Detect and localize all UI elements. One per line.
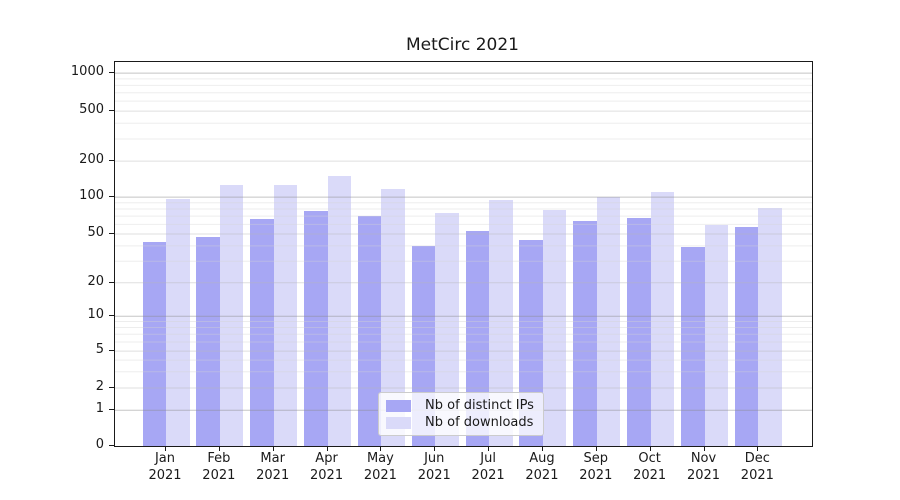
- legend-row-distinct-ips: Nb of distinct IPs: [386, 398, 536, 413]
- bar-dec-distinct-ips: [734, 227, 759, 446]
- x-tick-mark-sep: [595, 446, 597, 451]
- legend: Nb of distinct IPs Nb of downloads: [378, 392, 544, 436]
- bar-mar-downloads: [273, 185, 298, 446]
- x-tick-mark-nov: [703, 446, 705, 451]
- y-tick-label-500: 500: [79, 102, 104, 118]
- x-tick-mark-jan: [165, 446, 166, 451]
- y-tick-mark-50: [109, 233, 114, 235]
- x-tick-label-dec: Dec 2021: [740, 451, 774, 483]
- x-tick-label-mar: Mar 2021: [256, 451, 290, 483]
- bar-aug-downloads: [542, 209, 567, 446]
- bar-may-distinct-ips: [357, 216, 382, 446]
- y-tick-mark-1: [109, 409, 114, 411]
- bar-feb-distinct-ips: [196, 237, 220, 446]
- x-tick-label-jul: Jul 2021: [471, 451, 505, 483]
- legend-row-downloads: Nb of downloads: [386, 415, 536, 430]
- y-tick-mark-100: [109, 196, 114, 198]
- y-tick-label-5: 5: [95, 342, 104, 358]
- x-tick-label-nov: Nov 2021: [686, 451, 721, 483]
- x-tick-mark-jun: [434, 446, 436, 451]
- x-tick-label-may: May 2021: [363, 451, 397, 483]
- x-tick-mark-apr: [326, 446, 328, 451]
- bar-nov-distinct-ips: [681, 247, 705, 446]
- y-tick-label-50: 50: [87, 225, 104, 241]
- bar-nov-downloads: [704, 225, 728, 446]
- bar-feb-downloads: [219, 185, 244, 446]
- plot-area: [114, 61, 813, 447]
- legend-label-distinct-ips: Nb of distinct IPs: [425, 398, 534, 413]
- x-tick-mark-may: [380, 446, 382, 451]
- bar-oct-downloads: [650, 191, 675, 446]
- x-tick-mark-mar: [272, 446, 274, 451]
- x-tick-label-feb: Feb 2021: [202, 451, 236, 483]
- y-tick-mark-200: [109, 160, 114, 162]
- y-tick-mark-5: [109, 350, 114, 352]
- x-tick-label-aug: Aug 2021: [525, 451, 559, 483]
- bar-sep-downloads: [596, 197, 621, 446]
- legend-swatch-downloads: [386, 416, 411, 429]
- bar-dec-downloads: [758, 207, 782, 446]
- bar-jan-downloads: [166, 199, 190, 446]
- y-tick-mark-10: [109, 315, 114, 317]
- bar-may-downloads: [381, 188, 405, 446]
- x-tick-label-jan: Jan 2021: [148, 451, 182, 483]
- y-tick-label-0: 0: [95, 437, 104, 452]
- y-tick-mark-20: [109, 281, 114, 283]
- bar-jan-distinct-ips: [142, 242, 166, 446]
- bar-jun-downloads: [435, 213, 459, 446]
- bar-apr-downloads: [327, 176, 352, 446]
- bar-oct-distinct-ips: [627, 218, 651, 446]
- bar-sep-distinct-ips: [573, 220, 597, 446]
- x-tick-label-sep: Sep 2021: [579, 451, 613, 483]
- x-tick-mark-oct: [649, 446, 651, 451]
- x-tick-label-jun: Jun 2021: [417, 451, 451, 483]
- y-tick-label-10: 10: [87, 307, 104, 323]
- bar-mar-distinct-ips: [250, 219, 274, 446]
- y-tick-mark-500: [109, 110, 114, 112]
- y-tick-label-100: 100: [79, 188, 104, 204]
- y-tick-label-2: 2: [95, 379, 104, 395]
- y-tick-mark-0: [109, 445, 114, 446]
- bar-jul-downloads: [489, 199, 513, 446]
- x-tick-label-oct: Oct 2021: [633, 451, 667, 483]
- x-tick-mark-dec: [757, 446, 759, 451]
- y-tick-label-1: 1: [95, 401, 104, 417]
- legend-label-downloads: Nb of downloads: [425, 415, 534, 430]
- y-tick-mark-2: [109, 387, 114, 389]
- y-tick-label-200: 200: [79, 152, 104, 168]
- bars-layer: [115, 62, 812, 446]
- y-tick-label-20: 20: [87, 273, 104, 289]
- bar-apr-distinct-ips: [304, 211, 328, 446]
- x-tick-mark-feb: [218, 446, 220, 451]
- legend-swatch-distinct-ips: [386, 399, 411, 412]
- y-tick-mark-1000: [109, 72, 114, 74]
- chart-title: MetCirc 2021: [405, 35, 519, 55]
- x-tick-mark-aug: [541, 446, 543, 451]
- y-tick-label-1000: 1000: [70, 64, 104, 80]
- x-tick-mark-jul: [488, 446, 490, 451]
- x-tick-label-apr: Apr 2021: [310, 451, 344, 483]
